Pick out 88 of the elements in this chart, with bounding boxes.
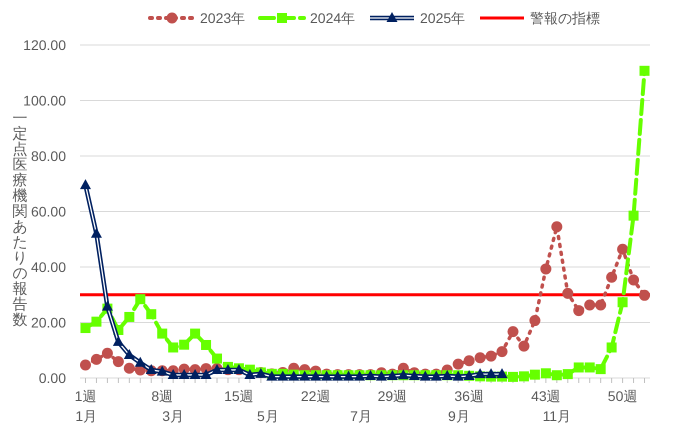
- point: [596, 364, 606, 374]
- x2-tick-label: 11月: [542, 408, 572, 424]
- y-tick-label: 100.00: [23, 92, 66, 108]
- point: [486, 350, 497, 362]
- y-tick-label: 20.00: [30, 314, 66, 330]
- point: [617, 244, 628, 255]
- y-tick-label: 60.00: [30, 204, 66, 220]
- point: [102, 348, 113, 359]
- x2-tick-label: 1月: [75, 408, 98, 424]
- point: [464, 355, 475, 366]
- point: [90, 228, 102, 238]
- point: [628, 274, 640, 286]
- x-tick-label: 50週: [608, 388, 638, 404]
- x2-tick-label: 9月: [448, 408, 470, 424]
- point: [496, 346, 508, 358]
- legend-label: 2024年: [310, 10, 356, 26]
- point: [124, 348, 135, 359]
- x-tick-label: 1週: [74, 388, 96, 404]
- point: [112, 336, 124, 346]
- point: [102, 300, 113, 311]
- point: [529, 315, 540, 326]
- point: [452, 358, 464, 370]
- point: [80, 323, 90, 334]
- point: [518, 371, 529, 382]
- point: [540, 368, 551, 378]
- point: [157, 328, 168, 339]
- point: [562, 369, 573, 380]
- point: [595, 300, 606, 311]
- point: [508, 372, 518, 382]
- legend-label: 2023年: [200, 10, 246, 26]
- point: [146, 309, 156, 320]
- x-tick-label: 29週: [378, 388, 408, 404]
- point: [90, 354, 102, 365]
- point: [178, 368, 190, 379]
- point: [179, 340, 190, 350]
- point: [573, 305, 584, 316]
- point: [574, 362, 584, 372]
- point: [562, 288, 574, 299]
- point: [584, 300, 596, 311]
- y-tick-label: 40.00: [30, 259, 66, 275]
- point: [518, 340, 530, 352]
- point: [551, 221, 562, 232]
- y-tick-label: 80.00: [30, 148, 66, 164]
- point: [606, 272, 618, 283]
- x2-tick-label: 3月: [162, 408, 184, 424]
- point: [91, 316, 102, 327]
- point: [201, 340, 212, 350]
- point: [507, 326, 518, 338]
- x2-tick-label: 7月: [350, 408, 372, 424]
- point: [200, 368, 212, 379]
- point: [486, 368, 497, 378]
- point: [146, 364, 157, 374]
- point: [124, 312, 134, 322]
- point: [618, 297, 628, 308]
- point: [80, 179, 91, 190]
- y-tick-label: 120.00: [23, 37, 66, 53]
- point: [190, 328, 200, 339]
- x-tick-label: 43週: [531, 388, 561, 404]
- point: [168, 368, 179, 379]
- point: [640, 66, 650, 76]
- point: [244, 368, 256, 379]
- point: [474, 368, 486, 378]
- x-tick-label: 36週: [454, 388, 484, 404]
- point: [540, 263, 552, 274]
- legend-label: 2025年: [420, 10, 466, 26]
- legend-label: 警報の指標: [530, 10, 600, 26]
- x2-tick-label: 5月: [256, 408, 279, 424]
- point: [168, 342, 178, 352]
- point: [584, 362, 595, 372]
- point: [628, 210, 639, 221]
- point: [190, 368, 201, 379]
- y-tick-label: 0.00: [38, 370, 66, 386]
- text: 一定点医療機関あたりの報告数: [12, 110, 28, 328]
- point: [134, 356, 146, 367]
- x-tick-label: 22週: [300, 388, 330, 404]
- point: [530, 370, 540, 380]
- point: [80, 359, 91, 370]
- point: [639, 290, 650, 301]
- point: [552, 370, 562, 380]
- point: [606, 342, 617, 352]
- point: [474, 352, 486, 364]
- x-tick-label: 8週: [151, 388, 174, 404]
- point: [112, 356, 124, 368]
- point: [212, 354, 222, 364]
- point: [124, 362, 135, 374]
- point: [135, 294, 146, 304]
- x-tick-label: 15週: [224, 388, 254, 404]
- point: [496, 368, 508, 378]
